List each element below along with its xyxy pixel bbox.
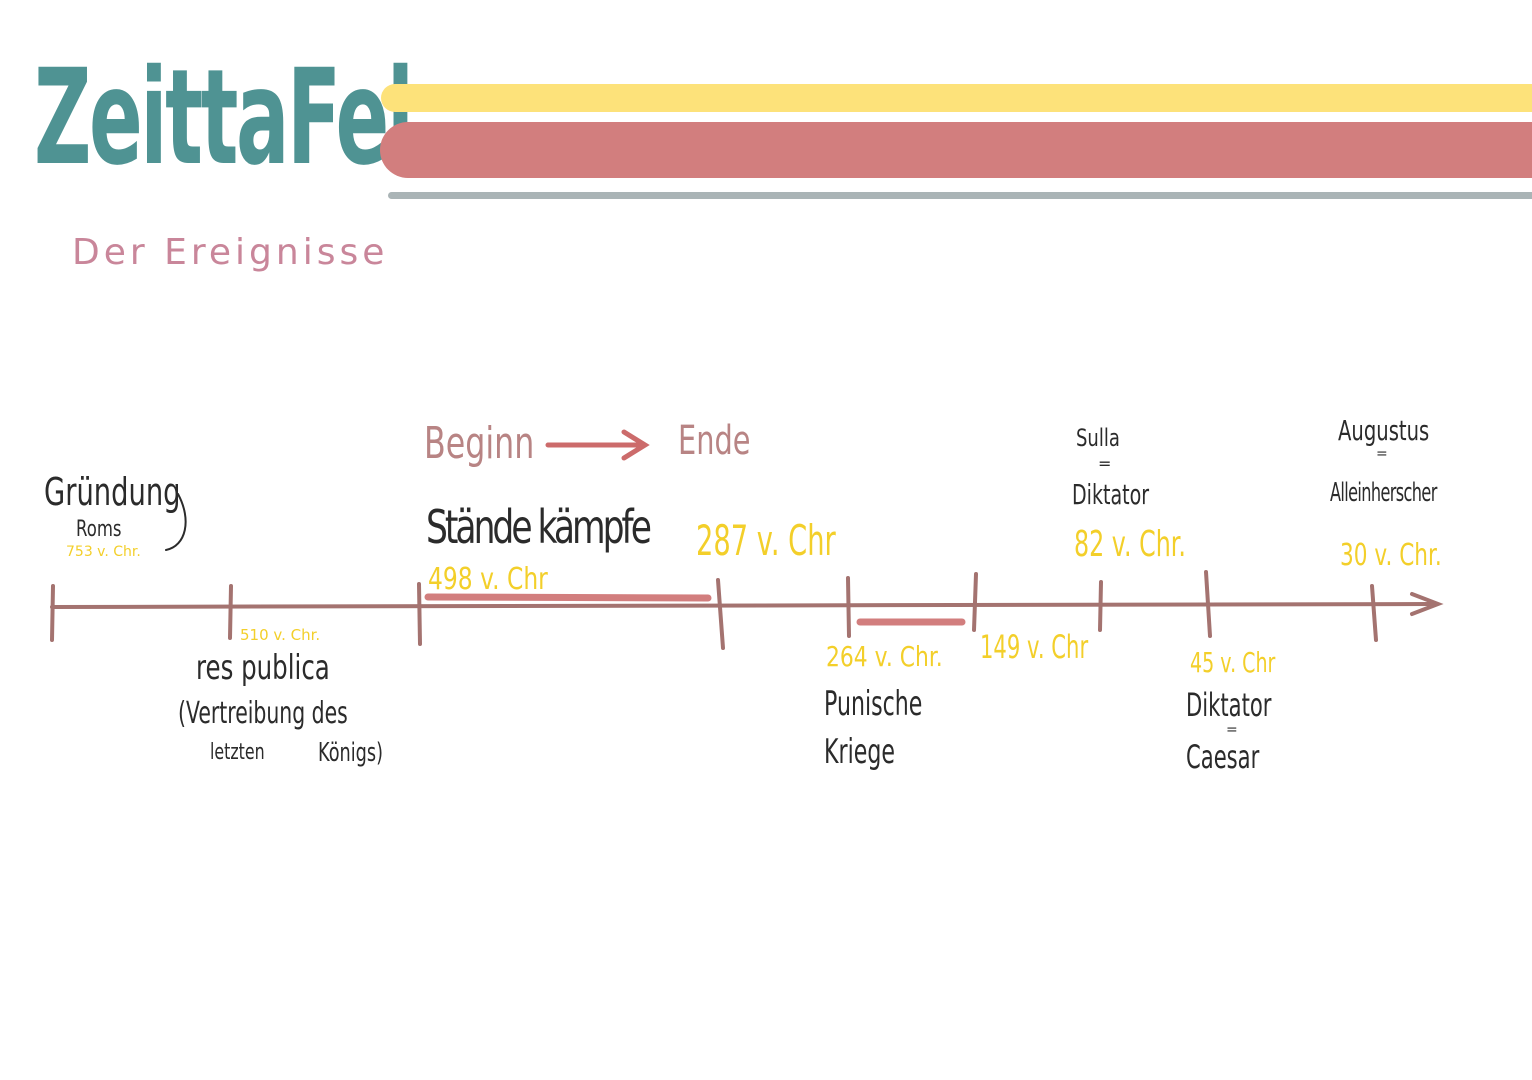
res-publica-line3a: letzten (210, 740, 265, 765)
gruendung-connector (165, 493, 187, 551)
caesar-equals: = (1226, 722, 1238, 738)
staende-period-bar (424, 593, 712, 602)
legend-arrow (545, 429, 650, 461)
gray-band (388, 192, 1532, 199)
punische-line1: Punische (824, 684, 923, 724)
caesar-line2: Caesar (1186, 738, 1260, 776)
caesar-line1: Diktator (1186, 686, 1272, 724)
tick-753 (50, 584, 55, 642)
caesar-date: 45 v. Chr (1190, 646, 1276, 679)
legend-begin: Beginn (424, 418, 535, 469)
tick-498 (417, 582, 422, 646)
page-title: ZeittaFel (34, 41, 414, 195)
tick-287 (716, 578, 725, 650)
res-publica-line3b: Königs) (318, 738, 383, 768)
augustus-line2: Alleinherscher (1330, 478, 1437, 508)
sulla-equals: = (1098, 454, 1112, 473)
augustus-equals: = (1376, 446, 1388, 462)
punische-start-date: 264 v. Chr. (826, 640, 943, 673)
tick-510 (228, 584, 233, 640)
yellow-band (381, 84, 1532, 112)
tick-264 (846, 576, 851, 638)
tick-82 (1098, 580, 1103, 632)
augustus-line1: Augustus (1338, 414, 1430, 447)
punische-line2: Kriege (824, 732, 895, 772)
gruendung-title: Gründung (44, 470, 181, 514)
timeline-arrowhead (1410, 592, 1444, 616)
punische-end-date: 149 v. Chr (980, 628, 1089, 666)
tick-45 (1204, 570, 1212, 638)
page-subtitle: Der Ereignisse (72, 232, 389, 273)
tick-149 (972, 572, 978, 632)
res-publica-line1: res publica (196, 648, 330, 688)
res-publica-date: 510 v. Chr. (240, 626, 321, 644)
sulla-line2: Diktator (1072, 478, 1150, 511)
gruendung-date: 753 v. Chr. (66, 544, 141, 560)
staende-title: Stände kämpfe (426, 500, 652, 554)
staende-start-date: 498 v. Chr (428, 562, 548, 597)
res-publica-line2: (Vertreibung des (178, 696, 348, 731)
tick-30 (1370, 584, 1378, 642)
legend-end: Ende (678, 418, 751, 464)
augustus-date: 30 v. Chr. (1340, 538, 1442, 573)
timeline-axis (50, 602, 1434, 609)
sulla-line1: Sulla (1076, 424, 1120, 452)
staende-end-date: 287 v. Chr (696, 516, 836, 565)
gruendung-sub: Roms (76, 517, 122, 542)
sulla-date: 82 v. Chr. (1074, 524, 1186, 565)
red-band (380, 122, 1532, 178)
